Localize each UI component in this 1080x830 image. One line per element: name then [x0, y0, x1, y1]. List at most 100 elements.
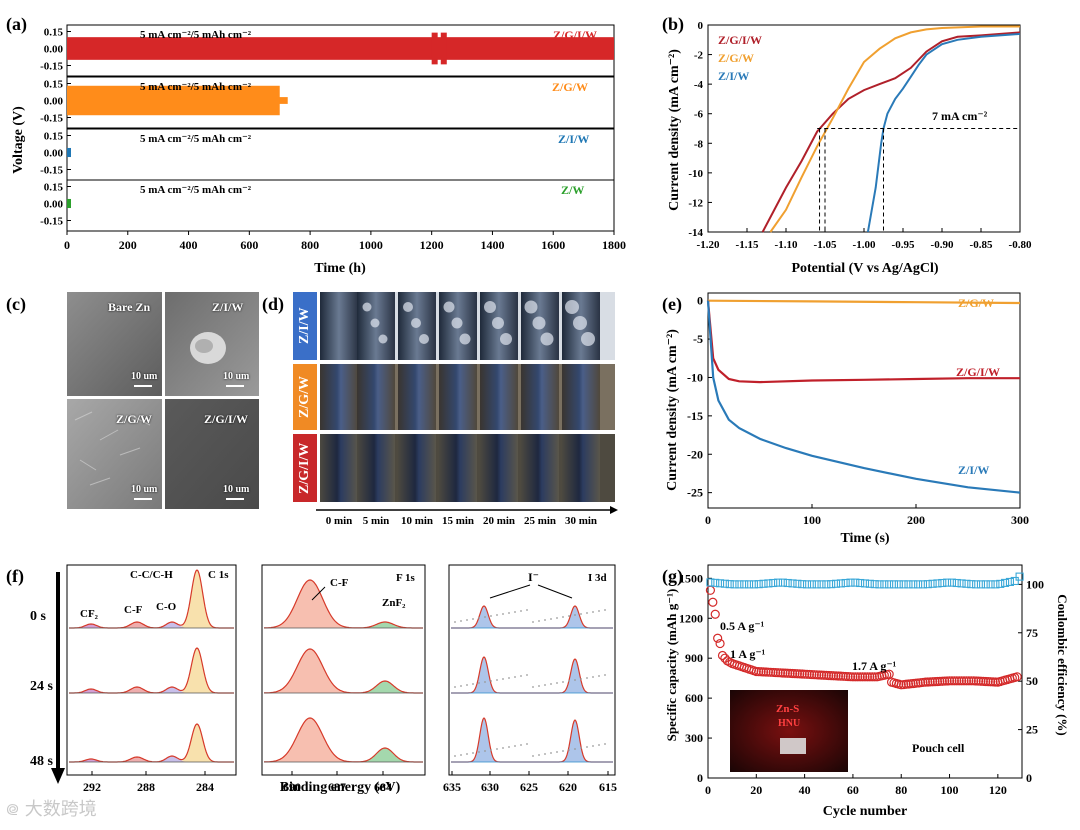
panel-f-noise-dot [526, 674, 528, 676]
panel-f-noise-dot [544, 619, 546, 621]
panel-b-ytick-label: -14 [688, 227, 703, 239]
panel-f-envelope [451, 605, 613, 629]
panel-a-voltage-spike [431, 32, 438, 65]
panel-f-peak-fill [451, 606, 613, 628]
panel-f-c1s-peak-cf2: CF₂ [80, 608, 99, 620]
panel-a-condition: 5 mA cm⁻²/5 mAh cm⁻² [140, 184, 252, 196]
panel-g-ce-point [759, 579, 768, 588]
panel-g-ce-point [889, 580, 899, 589]
panel-g-ce-point [996, 579, 1005, 588]
panel-g-xtick-label: 80 [895, 783, 907, 797]
panel-d-photo-z-g-i-w-4 [480, 434, 518, 502]
panel-f-noise-dot [562, 750, 564, 752]
panel-a-voltage-tail [277, 97, 288, 104]
panel-f-noise-dot [460, 620, 462, 622]
panel-f-subplot-frame [448, 564, 616, 776]
panel-g-ce-point [740, 580, 749, 589]
panel-g-xtick-label: 0 [705, 783, 711, 797]
panel-d-dendrite [565, 300, 579, 314]
panel-g-ce-point [885, 580, 894, 589]
sem-title-bare-zn: Bare Zn [108, 300, 151, 314]
panel-g-ce-point [754, 580, 763, 589]
panel-a-ytick-label: 0.00 [44, 148, 64, 160]
panel-a-ytick-label: -0.15 [40, 216, 63, 228]
panel-f-noise-dot [466, 753, 468, 755]
panel-f-noise-dot [604, 609, 606, 611]
panel-g-ce-point [967, 580, 976, 589]
panel-a-xlabel: Time (h) [314, 261, 366, 276]
panel-f-xtick-label: 292 [83, 780, 101, 794]
panel-g-inset-text-hnu: HNU [778, 718, 800, 729]
panel-f-noise-dot [592, 676, 594, 678]
panel-c-label: (c) [6, 294, 26, 315]
panel-g-xtick-label: 60 [847, 783, 859, 797]
panel-a-voltage-band-z-g-i-w [67, 37, 614, 60]
panel-f-noise-dot [496, 614, 498, 616]
panel-a-voltage-profiles: 0.15 0.00 -0.15 5 mA cm⁻²/5 mAh cm⁻² Z/G/I/W… [40, 24, 626, 252]
panel-g-annot-1: 1 A g⁻¹ [730, 647, 766, 661]
panel-g-capacity-point [710, 609, 720, 619]
panel-f-time-label: 0 s [30, 609, 47, 624]
panel-g-capacity-point [853, 672, 863, 682]
panel-d-dendrite [370, 318, 380, 328]
panel-g-cycling-chart: 0 20 40 60 80 100 1200300600900120015000255075… [679, 564, 1044, 797]
panel-f-xtick-label: 635 [443, 780, 461, 794]
panel-d-photo-z-g-i-w-2 [398, 434, 436, 502]
panel-f-noise-dot [460, 754, 462, 756]
panel-f-noise-dot [592, 745, 594, 747]
panel-f-c1s-peak-cf: C-F [124, 604, 143, 616]
panel-f-noise-dot [568, 615, 570, 617]
panel-f-noise-dot [604, 674, 606, 676]
panel-d-photo-z-g-w-3 [439, 364, 477, 430]
panel-f-noise-dot [472, 618, 474, 620]
panel-f-f1s-pointer [311, 586, 326, 601]
panel-e-xtick-label: 100 [803, 513, 821, 527]
panel-g-ce-point [933, 579, 942, 588]
panel-g-inset-cell [780, 738, 806, 754]
panel-f-envelope [264, 717, 423, 763]
sem-image-z-g-w [67, 399, 162, 509]
panel-a-series-label: Z/I/W [558, 132, 589, 146]
panel-f-envelope [69, 723, 234, 763]
panel-g-ce-point [986, 580, 995, 589]
panel-g-ce-point [875, 580, 884, 589]
panel-g-ce-point [943, 578, 952, 587]
panel-g-capacity-point [952, 676, 962, 686]
panel-g-capacity-point [884, 669, 894, 679]
panel-f-noise-dot [556, 682, 558, 684]
sem-image-z-g-i-w [165, 399, 259, 509]
panel-f-envelope [264, 648, 423, 694]
panel-f-envelope [451, 717, 613, 763]
panel-b-legend-z-g-i-w: Z/G/I/W [718, 33, 762, 47]
panel-f-peak-fill [264, 622, 423, 628]
panel-f-noise-dot [586, 677, 588, 679]
panel-g-capacity-point [857, 672, 868, 682]
panel-d-photo-z-g-w-5 [521, 364, 559, 430]
panel-g-ce-point [749, 580, 758, 589]
panel-d-dendrite [443, 301, 455, 313]
panel-d-dendrite [484, 301, 496, 313]
panel-f-noise-dot [538, 620, 540, 622]
panel-f-time-label: 48 s [30, 754, 54, 769]
panel-d-dendrite [378, 334, 388, 344]
panel-g-capacity-point [865, 672, 875, 682]
panel-b-xtick-label: -0.80 [1009, 239, 1032, 251]
panel-a-ytick-label: 0.15 [44, 182, 64, 194]
panel-d-time-label: 30 min [565, 515, 597, 527]
panel-g-ce-point [894, 580, 903, 589]
panel-g-capacity-point [949, 676, 959, 686]
panel-f-noise-dot [604, 743, 606, 745]
panel-a-condition: 5 mA cm⁻²/5 mAh cm⁻² [140, 81, 252, 93]
panel-g-capacity-point [1012, 672, 1022, 682]
sem-scale-z-g-w: 10 um [131, 484, 158, 495]
panel-g-ce-point [1001, 578, 1010, 587]
panel-g-capacity-point [954, 676, 964, 686]
panel-e-series-z-i-w [706, 300, 1021, 494]
panel-g-ce-point [846, 578, 855, 587]
panel-e-xtick-label: 0 [705, 513, 711, 527]
panel-g-ce-point [856, 578, 865, 588]
panel-f-noise-dot [514, 745, 516, 747]
panel-d-dendrite [500, 333, 512, 345]
panel-g-ce-point [827, 580, 836, 589]
